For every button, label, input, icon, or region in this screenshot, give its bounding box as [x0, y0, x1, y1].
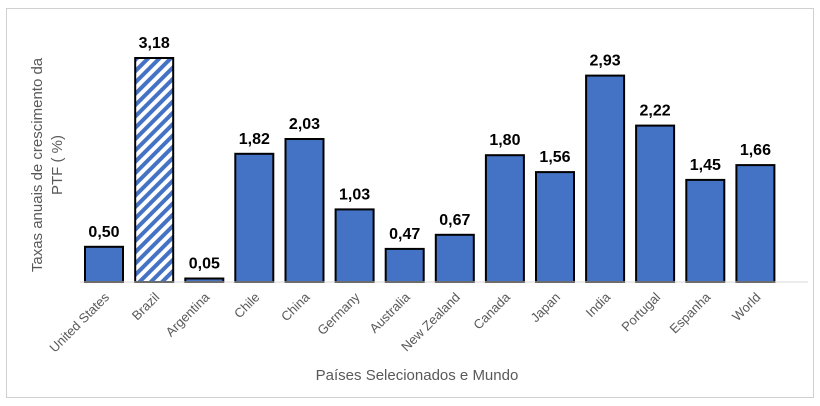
- bar-united-states: [84, 245, 124, 284]
- bar-world: [735, 164, 776, 284]
- x-tick-label-portugal: Portugal: [618, 289, 663, 334]
- y-axis-title-line1: Taxas anuais de crescimento da: [29, 57, 46, 272]
- value-label-espanha: 1,45: [690, 157, 721, 174]
- x-tick-label-canada: Canada: [470, 289, 513, 332]
- x-tick-label-australia: Australia: [366, 289, 413, 336]
- x-tick-label-china: China: [278, 289, 313, 324]
- bar-canada: [484, 154, 525, 283]
- bars-group: [84, 57, 776, 284]
- x-tick-label-germany: Germany: [314, 289, 363, 338]
- bar-japan: [535, 171, 575, 284]
- x-axis-title: Países Selecionados e Mundo: [316, 367, 519, 384]
- bar-india: [585, 74, 626, 283]
- value-label-united-states: 0,50: [88, 224, 119, 241]
- x-tick-label-india: India: [583, 289, 614, 320]
- bar-new-zealand: [434, 233, 475, 284]
- value-label-japan: 1,56: [539, 149, 570, 166]
- value-label-new-zealand: 0,67: [439, 212, 470, 229]
- bar-brazil: [134, 57, 175, 283]
- y-axis-title: Taxas anuais de crescimento da PTF ( %): [29, 57, 66, 272]
- value-label-argentina: 0,05: [189, 256, 220, 273]
- x-tick-label-united-states: United States: [46, 289, 112, 355]
- value-label-australia: 0,47: [389, 226, 420, 243]
- x-tick-labels: United States Brazil Argentina Chile China Ge…: [46, 289, 763, 355]
- value-label-canada: 1,80: [489, 132, 520, 149]
- x-tick-label-argentina: Argentina: [162, 289, 213, 340]
- bar-germany: [334, 208, 375, 283]
- value-label-china: 2,03: [289, 116, 320, 133]
- value-label-portugal: 2,22: [640, 103, 671, 120]
- value-label-world: 1,66: [740, 142, 771, 159]
- bar-argentina: [184, 277, 225, 283]
- bar-chile: [234, 152, 275, 283]
- value-labels: 0,50 3,18 0,05 1,82 2,03 1,03 0,47 0,67 1,80 1,56…: [88, 35, 771, 273]
- bar-australia: [384, 247, 425, 283]
- x-tick-label-japan: Japan: [527, 290, 563, 326]
- bar-espanha: [685, 178, 726, 283]
- value-label-india: 2,93: [590, 53, 621, 70]
- y-axis-title-line2: PTF ( %): [49, 135, 66, 195]
- value-label-brazil: 3,18: [139, 35, 170, 52]
- x-tick-label-world: World: [729, 290, 763, 324]
- value-label-germany: 1,03: [339, 186, 370, 203]
- bar-china: [284, 138, 325, 283]
- x-tick-label-espanha: Espanha: [667, 289, 714, 336]
- bar-portugal: [635, 124, 676, 283]
- x-tick-label-brazil: Brazil: [129, 289, 163, 323]
- value-label-chile: 1,82: [239, 131, 270, 148]
- x-tick-label-chile: Chile: [231, 290, 263, 322]
